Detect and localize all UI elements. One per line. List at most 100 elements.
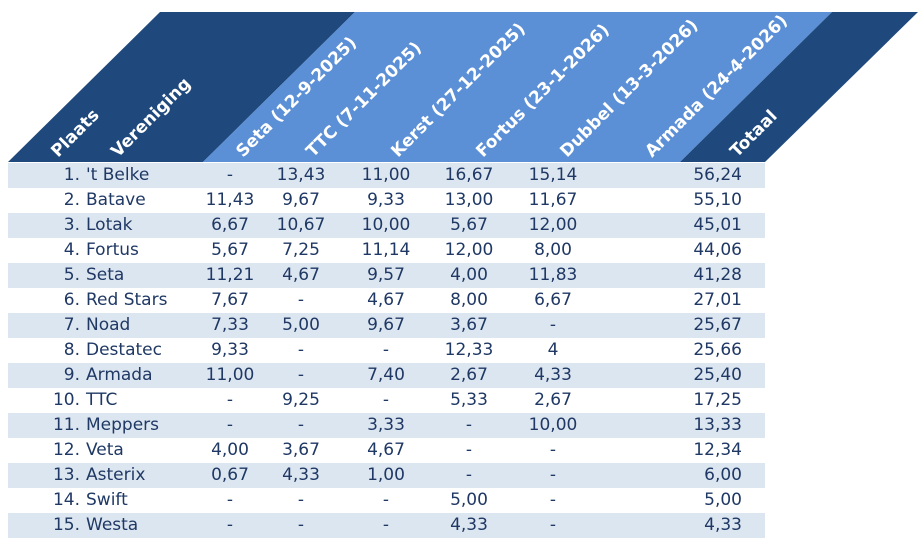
place: 3. bbox=[63, 215, 80, 235]
score: - bbox=[382, 390, 390, 410]
club-name: Batave bbox=[86, 190, 146, 210]
score: - bbox=[465, 415, 473, 435]
total: 25,67 bbox=[693, 315, 742, 335]
score: 4,67 bbox=[367, 290, 405, 310]
total: 6,00 bbox=[704, 465, 742, 485]
score: 6,67 bbox=[534, 290, 572, 310]
table-row: 10. TTC - 9,25 - 5,33 2,67 17,25 bbox=[8, 388, 765, 413]
table-row: 15. Westa - - - 4,33 - 4,33 bbox=[8, 513, 765, 538]
score: - bbox=[226, 390, 234, 410]
club-name: Noad bbox=[86, 315, 131, 335]
header-band bbox=[8, 12, 355, 162]
club-name: Armada bbox=[86, 365, 153, 385]
score: - bbox=[226, 515, 234, 535]
score: 9,33 bbox=[211, 340, 249, 360]
club-name: Destatec bbox=[86, 340, 162, 360]
place: 6. bbox=[63, 290, 80, 310]
score: 9,67 bbox=[367, 315, 405, 335]
score: - bbox=[226, 490, 234, 510]
score: 11,14 bbox=[361, 240, 411, 260]
club-name: Red Stars bbox=[86, 290, 168, 310]
club-name: 't Belke bbox=[86, 165, 150, 185]
score: - bbox=[549, 465, 557, 485]
score: 5,00 bbox=[450, 490, 488, 510]
score: 5,67 bbox=[450, 215, 488, 235]
table-row: 9. Armada 11,00 - 7,40 2,67 4,33 25,40 bbox=[8, 363, 765, 388]
score: 2,67 bbox=[450, 365, 488, 385]
table-row: 3. Lotak 6,67 10,67 10,00 5,67 12,00 45,01 bbox=[8, 213, 765, 238]
header: Plaats Vereniging Seta (12-9-2025)TTC (7-1… bbox=[8, 11, 918, 162]
score: 8,00 bbox=[534, 240, 572, 260]
score: 2,67 bbox=[534, 390, 572, 410]
score: 12,00 bbox=[444, 240, 494, 260]
score: 4,67 bbox=[282, 265, 320, 285]
club-name: Veta bbox=[86, 440, 124, 460]
score: 7,67 bbox=[211, 290, 249, 310]
place: 4. bbox=[63, 240, 80, 260]
score: 9,25 bbox=[282, 390, 320, 410]
score: - bbox=[297, 290, 305, 310]
table-row: 1. 't Belke - 13,43 11,00 16,67 15,14 56,24 bbox=[8, 163, 765, 188]
total: 56,24 bbox=[693, 165, 742, 185]
score: - bbox=[465, 440, 473, 460]
place: 8. bbox=[63, 340, 80, 360]
place: 12. bbox=[52, 440, 80, 460]
total: 4,33 bbox=[704, 515, 742, 535]
total: 12,34 bbox=[693, 440, 742, 460]
score: - bbox=[549, 315, 557, 335]
score: 5,67 bbox=[211, 240, 249, 260]
total: 25,40 bbox=[693, 365, 742, 385]
score: - bbox=[297, 340, 305, 360]
score: - bbox=[297, 490, 305, 510]
total: 17,25 bbox=[693, 390, 742, 410]
score: 7,33 bbox=[211, 315, 249, 335]
score: - bbox=[226, 415, 234, 435]
club-name: Westa bbox=[86, 515, 139, 535]
score: - bbox=[297, 365, 305, 385]
total: 41,28 bbox=[693, 265, 742, 285]
total: 55,10 bbox=[693, 190, 742, 210]
score: 10,00 bbox=[361, 215, 411, 235]
total: 13,33 bbox=[693, 415, 742, 435]
club-name: Swift bbox=[86, 490, 128, 510]
score: 12,33 bbox=[444, 340, 494, 360]
score: 9,67 bbox=[282, 190, 320, 210]
table-row: 11. Meppers - - 3,33 - 10,00 13,33 bbox=[8, 413, 765, 438]
table-row: 4. Fortus 5,67 7,25 11,14 12,00 8,00 44,06 bbox=[8, 238, 765, 263]
score: - bbox=[382, 340, 390, 360]
score: - bbox=[382, 515, 390, 535]
score: 3,67 bbox=[450, 315, 488, 335]
header-band bbox=[680, 12, 918, 162]
score: 11,67 bbox=[528, 190, 578, 210]
place: 7. bbox=[63, 315, 80, 335]
total: 25,66 bbox=[693, 340, 742, 360]
total: 5,00 bbox=[704, 490, 742, 510]
place: 5. bbox=[63, 265, 80, 285]
score: 4 bbox=[547, 340, 559, 360]
score: 3,67 bbox=[282, 440, 320, 460]
score: 11,00 bbox=[361, 165, 411, 185]
table-row: 7. Noad 7,33 5,00 9,67 3,67 - 25,67 bbox=[8, 313, 765, 338]
club-name: Fortus bbox=[86, 240, 139, 260]
score: 13,00 bbox=[444, 190, 494, 210]
score: - bbox=[465, 465, 473, 485]
total: 44,06 bbox=[693, 240, 742, 260]
club-name: Lotak bbox=[86, 215, 133, 235]
table-row: 8. Destatec 9,33 - - 12,33 4 25,66 bbox=[8, 338, 765, 363]
table-row: 14. Swift - - - 5,00 - 5,00 bbox=[8, 488, 765, 513]
score: 11,00 bbox=[205, 365, 255, 385]
score: - bbox=[297, 515, 305, 535]
score: 4,33 bbox=[282, 465, 320, 485]
score: 0,67 bbox=[211, 465, 249, 485]
score: - bbox=[549, 440, 557, 460]
total: 45,01 bbox=[693, 215, 742, 235]
place: 9. bbox=[63, 365, 80, 385]
score: 9,33 bbox=[367, 190, 405, 210]
table-row: 6. Red Stars 7,67 - 4,67 8,00 6,67 27,01 bbox=[8, 288, 765, 313]
score: 11,43 bbox=[205, 190, 255, 210]
score: 8,00 bbox=[450, 290, 488, 310]
score: - bbox=[226, 165, 234, 185]
place: 1. bbox=[63, 165, 80, 185]
place: 2. bbox=[63, 190, 80, 210]
